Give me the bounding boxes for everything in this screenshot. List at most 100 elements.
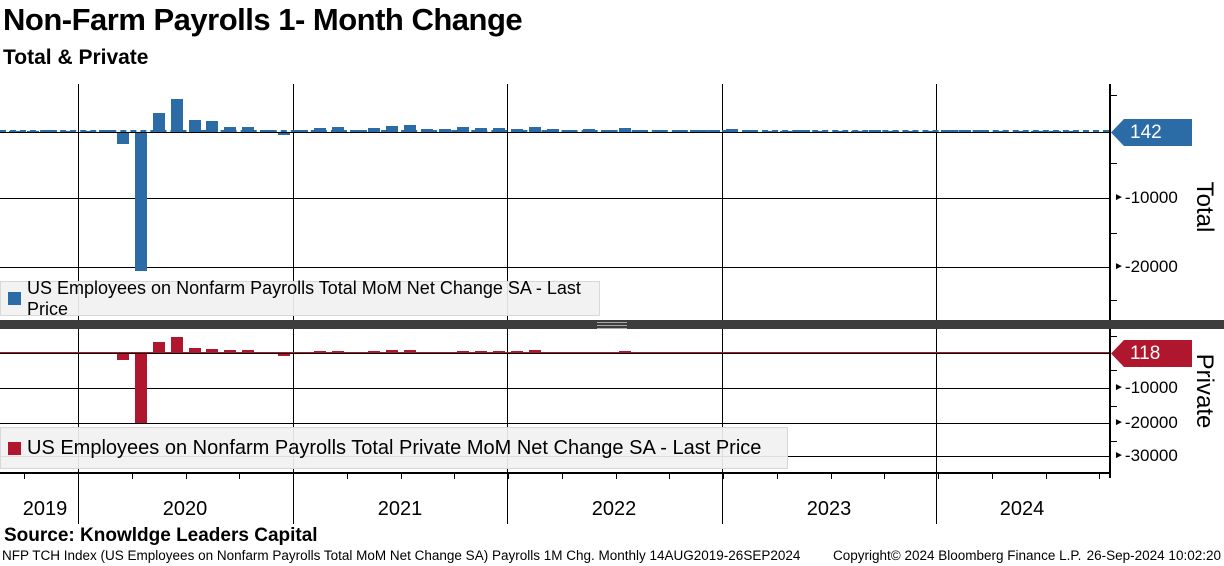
axis-title-private: Private — [1191, 353, 1218, 429]
bar-private — [206, 349, 219, 353]
y-tick-label: ► -30000 — [1114, 446, 1178, 466]
y-axis-minor-tick — [1111, 95, 1117, 96]
tick-arrow-icon: ► — [1114, 192, 1124, 203]
bar-private — [224, 349, 237, 353]
x-axis-tick — [561, 474, 563, 479]
chart-title: Non-Farm Payrolls 1- Month Change — [3, 2, 523, 37]
x-axis-tick — [24, 474, 26, 479]
x-axis-tick — [293, 474, 294, 479]
x-axis-tick — [830, 474, 832, 479]
year-gridline — [936, 84, 937, 473]
last-price-tag-total[interactable]: 142 — [1111, 119, 1192, 146]
tick-arrow-icon: ► — [1114, 382, 1124, 393]
x-axis-tick — [346, 474, 348, 479]
y-axis-minor-tick — [1111, 370, 1117, 371]
h-gridline — [0, 267, 1109, 268]
last-price-tag-private[interactable]: 118 — [1111, 340, 1192, 367]
bar-private — [475, 350, 488, 353]
last-price-line-total — [0, 130, 1109, 132]
y-tick-label: ► -20000 — [1114, 413, 1178, 433]
zero-line-private — [0, 353, 1109, 354]
bar-private — [457, 350, 470, 353]
x-axis-tick — [776, 474, 778, 479]
year-separator — [293, 474, 294, 524]
y-tick-value: -10000 — [1124, 378, 1178, 397]
bar-total — [224, 127, 237, 132]
x-axis-line — [0, 472, 1111, 474]
bar-total — [457, 127, 470, 132]
x-axis-year-label: 2022 — [591, 498, 637, 520]
legend-private[interactable]: US Employees on Nonfarm Payrolls Total P… — [0, 427, 788, 469]
bar-private — [116, 354, 129, 360]
footnote-copyright: Copyright© 2024 Bloomberg Finance L.P. — [833, 548, 1082, 563]
y-axis-minor-tick — [1111, 336, 1117, 337]
year-separator — [78, 474, 79, 524]
x-axis-tick — [723, 474, 724, 479]
y-tick-label: ► -20000 — [1114, 257, 1178, 277]
bar-private — [331, 350, 344, 353]
x-axis-tick — [185, 474, 187, 479]
last-price-line-private — [0, 352, 1109, 353]
y-axis-minor-tick — [1111, 233, 1117, 234]
bar-total — [278, 133, 291, 136]
panel-divider-grip-icon[interactable] — [597, 322, 627, 329]
legend-swatch-blue-icon — [8, 292, 21, 305]
legend-swatch-red-icon — [8, 441, 21, 455]
bar-private — [528, 350, 541, 353]
h-gridline — [0, 423, 1109, 424]
source-line: Source: Knowldge Leaders Capital — [4, 525, 318, 546]
bar-total — [206, 121, 219, 132]
x-axis-year-label: 2020 — [162, 498, 208, 520]
bar-total — [331, 126, 344, 132]
y-axis-minor-tick — [1111, 406, 1117, 407]
bar-private — [385, 350, 398, 353]
x-axis-tick — [615, 474, 617, 479]
x-axis-year-label: 2023 — [806, 498, 852, 520]
x-axis-tick — [884, 474, 886, 479]
bar-total — [188, 120, 201, 132]
zero-line-total — [0, 132, 1109, 133]
x-axis-tick — [400, 474, 402, 479]
y-tick-value: -10000 — [1124, 188, 1178, 207]
y-tick-value: -30000 — [1124, 446, 1178, 465]
year-gridline — [78, 84, 79, 473]
bar-private — [403, 350, 416, 353]
x-axis-year-label: 2021 — [377, 498, 423, 520]
year-gridline — [722, 84, 723, 473]
legend-total[interactable]: US Employees on Nonfarm Payrolls Total M… — [0, 278, 600, 319]
tick-arrow-icon: ► — [1114, 261, 1124, 272]
bar-total — [242, 127, 255, 132]
y-axis-minor-tick — [1111, 441, 1117, 442]
x-axis-tick — [938, 474, 939, 479]
axis-title-total: Total — [1191, 181, 1218, 233]
x-axis-tick — [131, 474, 133, 479]
bar-total — [403, 124, 416, 132]
h-gridline — [0, 198, 1109, 199]
x-axis-tick — [669, 474, 671, 479]
h-gridline — [0, 388, 1109, 389]
bar-total — [134, 133, 147, 272]
bar-total — [367, 127, 380, 132]
year-separator — [722, 474, 723, 524]
year-separator — [507, 474, 508, 524]
legend-label-total: US Employees on Nonfarm Payrolls Total M… — [27, 277, 581, 319]
panel-divider[interactable] — [0, 320, 1224, 329]
y-tick-label: ► -10000 — [1114, 378, 1178, 398]
bar-total — [528, 127, 541, 132]
x-axis-tick — [78, 474, 79, 479]
y-tick-label: ► -10000 — [1114, 188, 1178, 208]
x-axis-tick — [991, 474, 993, 479]
y-tick-value: -20000 — [1124, 413, 1178, 432]
bar-private — [242, 349, 255, 353]
tick-arrow-icon: ► — [1114, 417, 1124, 428]
bar-private — [134, 354, 147, 423]
bar-total — [170, 99, 183, 132]
legend-label-private: US Employees on Nonfarm Payrolls Total P… — [27, 436, 762, 459]
x-axis-tick — [1099, 474, 1101, 479]
year-gridline — [507, 84, 508, 473]
x-axis-tick — [1045, 474, 1047, 479]
y-axis-minor-tick — [1111, 300, 1117, 301]
bar-private — [170, 336, 183, 353]
year-gridline — [293, 84, 294, 473]
x-axis-tick — [239, 474, 241, 479]
